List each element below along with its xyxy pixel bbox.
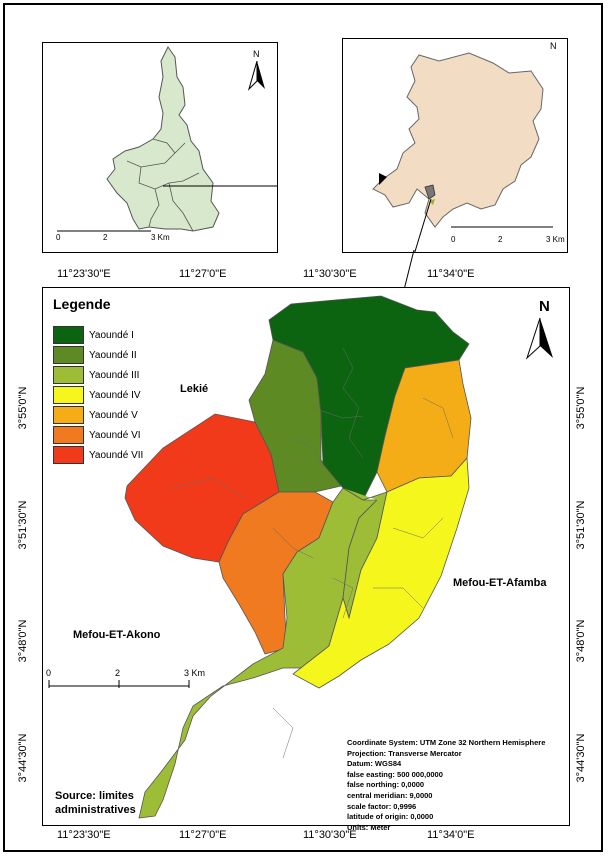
legend-item-yaounde-3: Yaoundé III — [53, 366, 139, 384]
main-scale-3: 3 Km — [184, 668, 206, 678]
left-coord-1: 3°55'0"N — [17, 386, 29, 430]
left-coord-3: 3°48'0"N — [17, 619, 29, 663]
right-coord-2: 3°51'30"N — [575, 500, 587, 550]
inset-cameroon: 0 2 3 Km N — [42, 42, 383, 253]
top-coord-2: 11°27'0"E — [179, 268, 227, 280]
yaounde-outline-map — [372, 52, 553, 292]
inset-left-north-label: N — [253, 49, 260, 59]
cameroon-map — [57, 46, 383, 232]
inset-yaounde: 0 2 3 Km N — [342, 38, 568, 292]
inset-right-scale-0: 0 — [451, 235, 456, 244]
yaounde-districts-map — [48, 295, 553, 819]
map-frame — [3, 3, 603, 852]
projection-info: Coordinate System: UTM Zone 32 Northern … — [347, 738, 546, 832]
bottom-coord-1: 11°23'30"E — [57, 829, 111, 841]
inset-left-scale-0: 0 — [56, 233, 61, 242]
main-scale-0: 0 — [46, 668, 52, 678]
left-coord-4: 3°44'30"N — [17, 733, 29, 783]
bottom-coord-4: 11°34'0"E — [427, 829, 475, 841]
legend-title: Legende — [53, 296, 111, 312]
top-coord-1: 11°23'30"E — [57, 268, 111, 280]
main-map — [42, 287, 570, 826]
north-arrow-icon — [248, 61, 265, 91]
bottom-coord-3: 11°30'30"E — [303, 829, 357, 841]
legend-item-yaounde-6: Yaoundé VI — [53, 426, 141, 444]
legend-item-yaounde-7: Yaoundé VII — [53, 446, 143, 464]
inset-left-scale-2: 2 — [103, 233, 108, 242]
inset-right-scale-2: 2 — [498, 235, 503, 244]
right-coord-4: 3°44'30"N — [575, 733, 587, 783]
source-text: Source: limites administratives — [55, 790, 136, 816]
legend-item-yaounde-4: Yaoundé IV — [53, 386, 141, 404]
inset-right-scale-3: 3 Km — [546, 235, 565, 244]
right-coord-3: 3°48'0"N — [575, 619, 587, 663]
right-coord-1: 3°55'0"N — [575, 386, 587, 430]
legend-item-yaounde-1: Yaoundé I — [53, 326, 134, 344]
left-coord-2: 3°51'30"N — [17, 500, 29, 550]
place-label-mefou-akono: Mefou-ET-Akono — [73, 629, 161, 641]
top-coord-4: 11°34'0"E — [427, 268, 475, 280]
main-scale-2: 2 — [115, 668, 121, 678]
main-north-label: N — [539, 298, 550, 315]
inset-left-scale-3: 3 Km — [151, 233, 170, 242]
legend-item-yaounde-5: Yaoundé V — [53, 406, 138, 424]
inset-right-north-label: N — [550, 41, 557, 51]
bottom-coord-2: 11°27'0"E — [179, 829, 227, 841]
top-coord-3: 11°30'30"E — [303, 268, 357, 280]
place-label-mefou-afamba: Mefou-ET-Afamba — [453, 577, 547, 589]
legend-item-yaounde-2: Yaoundé II — [53, 346, 137, 364]
place-label-lekie: Lekié — [180, 383, 209, 395]
